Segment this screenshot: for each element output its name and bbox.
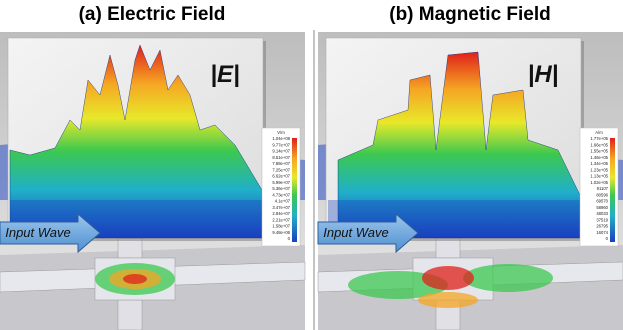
colorbar-label: 5.36e+07 (272, 186, 290, 191)
colorbar-label: 69570 (596, 199, 608, 204)
field-arrows (418, 292, 478, 308)
colorbar-label: 9.14e+07 (272, 149, 290, 154)
colorbar-label: 1.58e+07 (272, 224, 290, 229)
field-arrows (422, 266, 474, 290)
colorbar (292, 138, 297, 242)
stub (118, 300, 142, 330)
colorbar-label: 1.34e+05 (590, 161, 608, 166)
input-wave-label: Input Wave (323, 225, 389, 240)
colorbar-label: 1.02e+05 (590, 180, 608, 185)
panel-title: (b) Magnetic Field (389, 4, 551, 25)
colorbar-label: 1.46e+05 (590, 155, 608, 160)
colorbar-label: 16074 (596, 230, 608, 235)
panel: (a) Electric Field |E| V/m1.04e+089.77e+07… (0, 4, 305, 330)
colorbar-label: 1.77e+05 (590, 136, 608, 141)
colorbar-label: 7.88e+07 (272, 161, 290, 166)
colorbar-label: 37519 (596, 217, 608, 222)
colorbar-label: 9.77e+07 (272, 142, 290, 147)
field-arrows (123, 274, 147, 284)
colorbar-label: 1.55e+05 (590, 149, 608, 154)
colorbar-unit: V/m (277, 130, 285, 135)
field-label: |E| (210, 61, 239, 88)
colorbar-label: 2.84e+07 (272, 211, 290, 216)
colorbar-label: 4.73e+07 (272, 192, 290, 197)
colorbar-label: 1.13e+05 (590, 174, 608, 179)
colorbar-label: 91107 (597, 186, 609, 191)
colorbar-label: 80596 (596, 192, 608, 197)
figure: (a) Electric Field |E| V/m1.04e+089.77e+07… (0, 0, 623, 330)
panel: (b) Magnetic Field |H| A/m1.77e+051.66e+05… (318, 4, 623, 330)
colorbar-label: 1.66e+05 (590, 142, 608, 147)
colorbar-label: 3.47e+07 (272, 205, 290, 210)
input-wave-label: Input Wave (5, 225, 71, 240)
colorbar-label: 9.48e+06 (272, 230, 290, 235)
colorbar-label: 58960 (596, 205, 608, 210)
colorbar-label: 7.25e+07 (272, 167, 290, 172)
colorbar (610, 138, 615, 242)
colorbar-label: 1.04e+08 (272, 136, 290, 141)
colorbar-label: 4.1e+07 (275, 199, 291, 204)
colorbar-label: 26795 (596, 224, 608, 229)
colorbar-unit: A/m (595, 130, 603, 135)
panel-title: (a) Electric Field (79, 4, 226, 25)
colorbar-label: 48033 (596, 211, 608, 216)
colorbar-label: 5.99e+07 (272, 180, 290, 185)
field-arrows (463, 264, 553, 292)
colorbar-label: 8.51e+07 (272, 155, 290, 160)
colorbar-label: 1.23e+05 (590, 167, 608, 172)
colorbar-label: 6.62e+07 (272, 174, 290, 179)
colorbar-label: 2.21e+07 (272, 217, 290, 222)
field-label: |H| (528, 61, 559, 88)
